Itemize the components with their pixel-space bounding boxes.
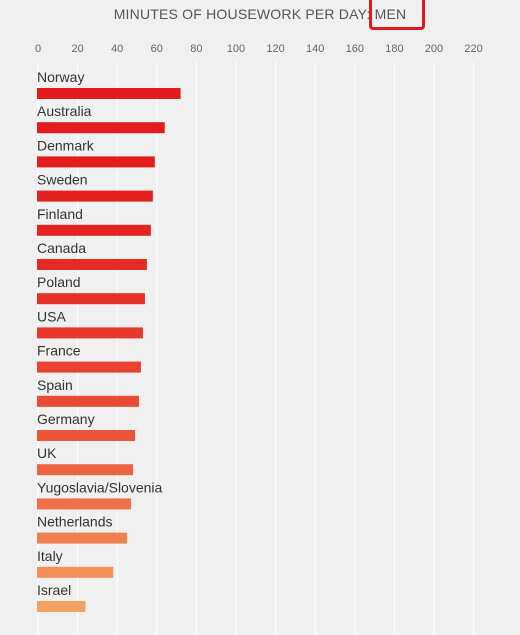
category-label: Australia	[37, 103, 92, 119]
category-label: Spain	[37, 377, 73, 393]
x-tick-label: 140	[306, 43, 324, 55]
x-tick-label: 80	[190, 43, 202, 55]
x-tick-label: 160	[346, 43, 364, 55]
bar[interactable]	[37, 190, 153, 202]
bar[interactable]	[37, 122, 165, 134]
bar[interactable]	[37, 156, 155, 168]
category-label: Sweden	[37, 172, 88, 188]
bar[interactable]	[37, 327, 143, 339]
category-label: France	[37, 343, 81, 359]
category-label: Yugoslavia/Slovenia	[37, 479, 163, 495]
bar[interactable]	[37, 361, 141, 373]
bar[interactable]	[37, 293, 145, 305]
category-label: Canada	[37, 240, 86, 256]
x-tick-label: 200	[425, 43, 443, 55]
x-tick-label: 0	[35, 43, 41, 55]
bar[interactable]	[37, 566, 114, 578]
bar[interactable]	[37, 532, 128, 544]
bar[interactable]	[37, 464, 134, 476]
title-highlight: MEN	[374, 6, 407, 22]
bar[interactable]	[37, 601, 86, 612]
bar[interactable]	[37, 395, 139, 407]
highlight-box	[369, 0, 425, 30]
category-label: Norway	[37, 69, 84, 85]
category-label: Italy	[37, 548, 63, 564]
x-tick-label: 20	[71, 43, 83, 55]
bar[interactable]	[37, 430, 136, 441]
category-label: Denmark	[37, 137, 95, 153]
title-prefix: MINUTES OF HOUSEWORK PER DAY:	[113, 6, 375, 22]
x-tick-label: 40	[111, 43, 123, 55]
x-tick-label: 60	[151, 43, 163, 55]
category-label: Netherlands	[37, 514, 113, 530]
x-tick-label: 220	[464, 43, 482, 55]
category-label: Finland	[37, 206, 83, 222]
x-tick-label: 100	[227, 43, 245, 55]
chart-title: MINUTES OF HOUSEWORK PER DAY: MEN	[0, 6, 520, 22]
category-label: USA	[37, 308, 66, 324]
bar[interactable]	[37, 224, 151, 236]
x-tick-label: 120	[266, 43, 284, 55]
category-label: Germany	[37, 411, 95, 427]
bar[interactable]	[37, 88, 181, 99]
category-label: Israel	[37, 582, 71, 598]
category-label: Poland	[37, 274, 81, 290]
bar[interactable]	[37, 498, 132, 510]
bar[interactable]	[37, 259, 147, 270]
x-tick-label: 180	[385, 43, 403, 55]
category-label: UK	[37, 445, 57, 461]
